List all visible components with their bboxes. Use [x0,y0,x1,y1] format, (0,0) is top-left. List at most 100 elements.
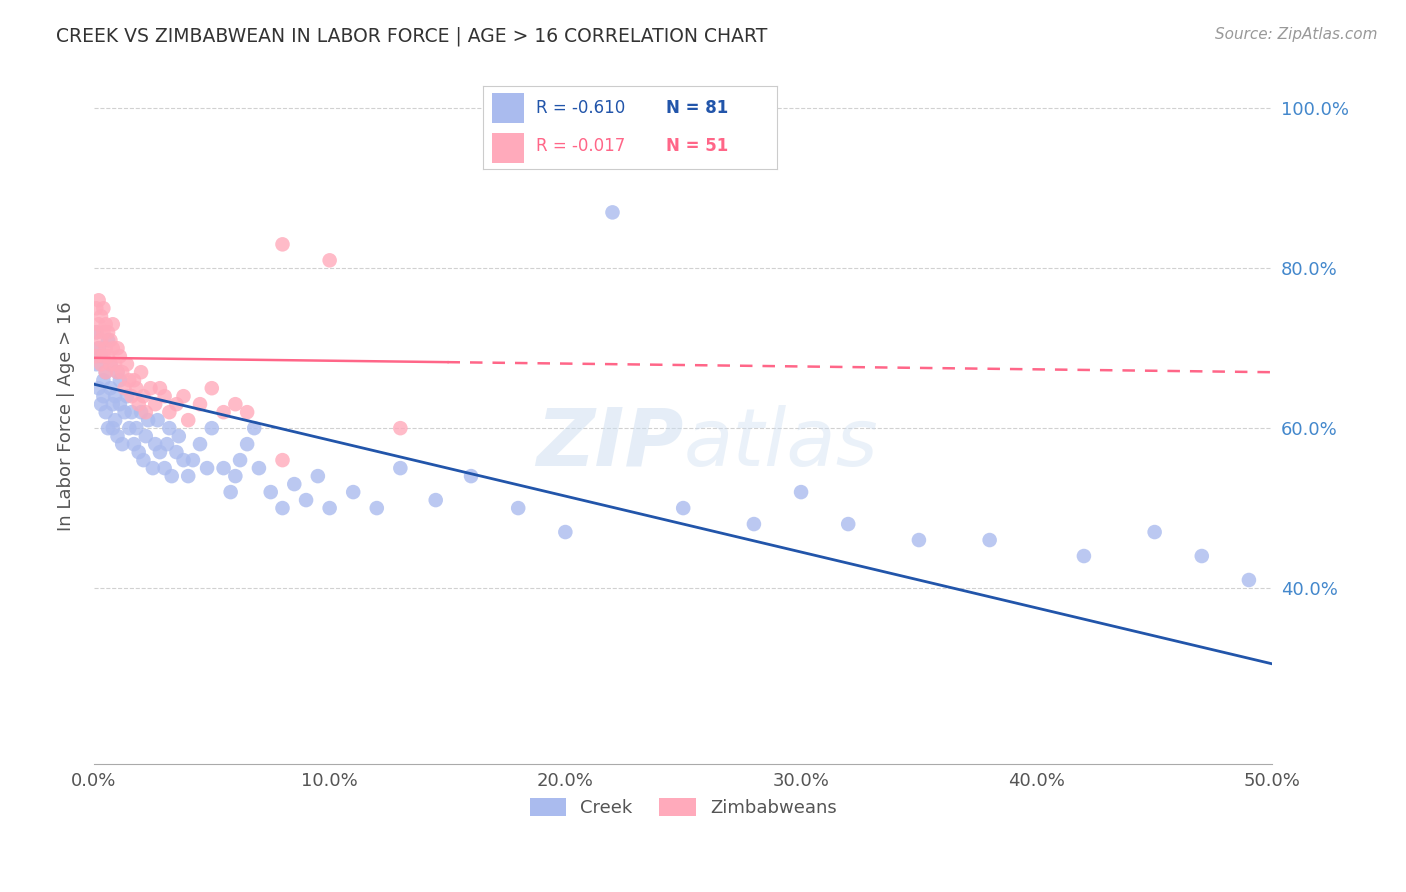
Point [342,485,364,500]
Point [115,357,138,371]
Point [156,437,179,451]
Point [101,421,124,435]
Point [318,501,340,516]
Point [160,469,183,483]
Point [366,501,388,516]
Point [90,357,112,371]
Point [128,397,150,411]
Point [84,357,107,371]
Point [554,524,576,539]
Point [146,413,169,427]
Point [104,389,127,403]
Point [139,381,162,395]
Point [90,333,112,347]
Point [107,365,129,379]
Point [94,341,117,355]
Point [143,397,166,411]
Point [188,437,211,451]
Point [107,365,129,379]
Point [149,445,172,459]
Point [212,405,235,419]
Point [108,349,131,363]
Point [508,501,530,516]
Point [188,397,211,411]
Point [84,325,107,339]
Point [790,485,813,500]
Point [318,253,340,268]
Point [1073,549,1095,563]
Point [1191,549,1213,563]
Point [177,469,200,483]
Point [100,333,122,347]
Point [121,405,143,419]
Point [93,349,115,363]
Point [1143,524,1166,539]
Point [1237,573,1260,587]
Point [283,477,305,491]
Point [229,453,252,467]
Point [979,533,1001,547]
Text: atlas: atlas [683,405,877,483]
Point [260,485,283,500]
Point [122,437,145,451]
Point [104,413,127,427]
Text: ZIP: ZIP [536,405,683,483]
Point [111,437,134,451]
Point [93,301,115,316]
Point [129,365,152,379]
Point [142,461,165,475]
Point [167,429,190,443]
Point [87,318,110,332]
Point [742,517,765,532]
Point [101,318,124,332]
Point [87,381,110,395]
Point [87,293,110,308]
Point [97,333,120,347]
Point [425,493,447,508]
Point [97,349,120,363]
Point [101,397,124,411]
Point [153,389,176,403]
Point [87,341,110,355]
Point [125,381,148,395]
Point [219,485,242,500]
Point [87,341,110,355]
Point [389,461,412,475]
Point [224,469,246,483]
Point [90,397,112,411]
Point [90,349,112,363]
Point [236,437,259,451]
Point [224,397,246,411]
Point [389,421,412,435]
Text: CREEK VS ZIMBABWEAN IN LABOR FORCE | AGE > 16 CORRELATION CHART: CREEK VS ZIMBABWEAN IN LABOR FORCE | AGE… [56,27,768,46]
Point [122,373,145,387]
Point [107,341,129,355]
Point [201,421,224,435]
Point [90,310,112,324]
Point [177,413,200,427]
Point [97,325,120,339]
Point [153,461,176,475]
Point [115,389,138,403]
Legend: Creek, Zimbabweans: Creek, Zimbabweans [523,790,844,824]
Point [837,517,859,532]
Point [602,205,624,219]
Point [672,501,695,516]
Point [212,461,235,475]
Y-axis label: In Labor Force | Age > 16: In Labor Force | Age > 16 [58,301,75,531]
Point [114,381,136,395]
Point [132,453,155,467]
Point [125,421,148,435]
Point [271,453,294,467]
Point [236,405,259,419]
Point [173,453,195,467]
Point [128,445,150,459]
Point [173,389,195,403]
Point [135,429,157,443]
Point [135,405,157,419]
Point [100,357,122,371]
Point [165,397,187,411]
Point [118,373,141,387]
Point [107,429,129,443]
Point [460,469,482,483]
